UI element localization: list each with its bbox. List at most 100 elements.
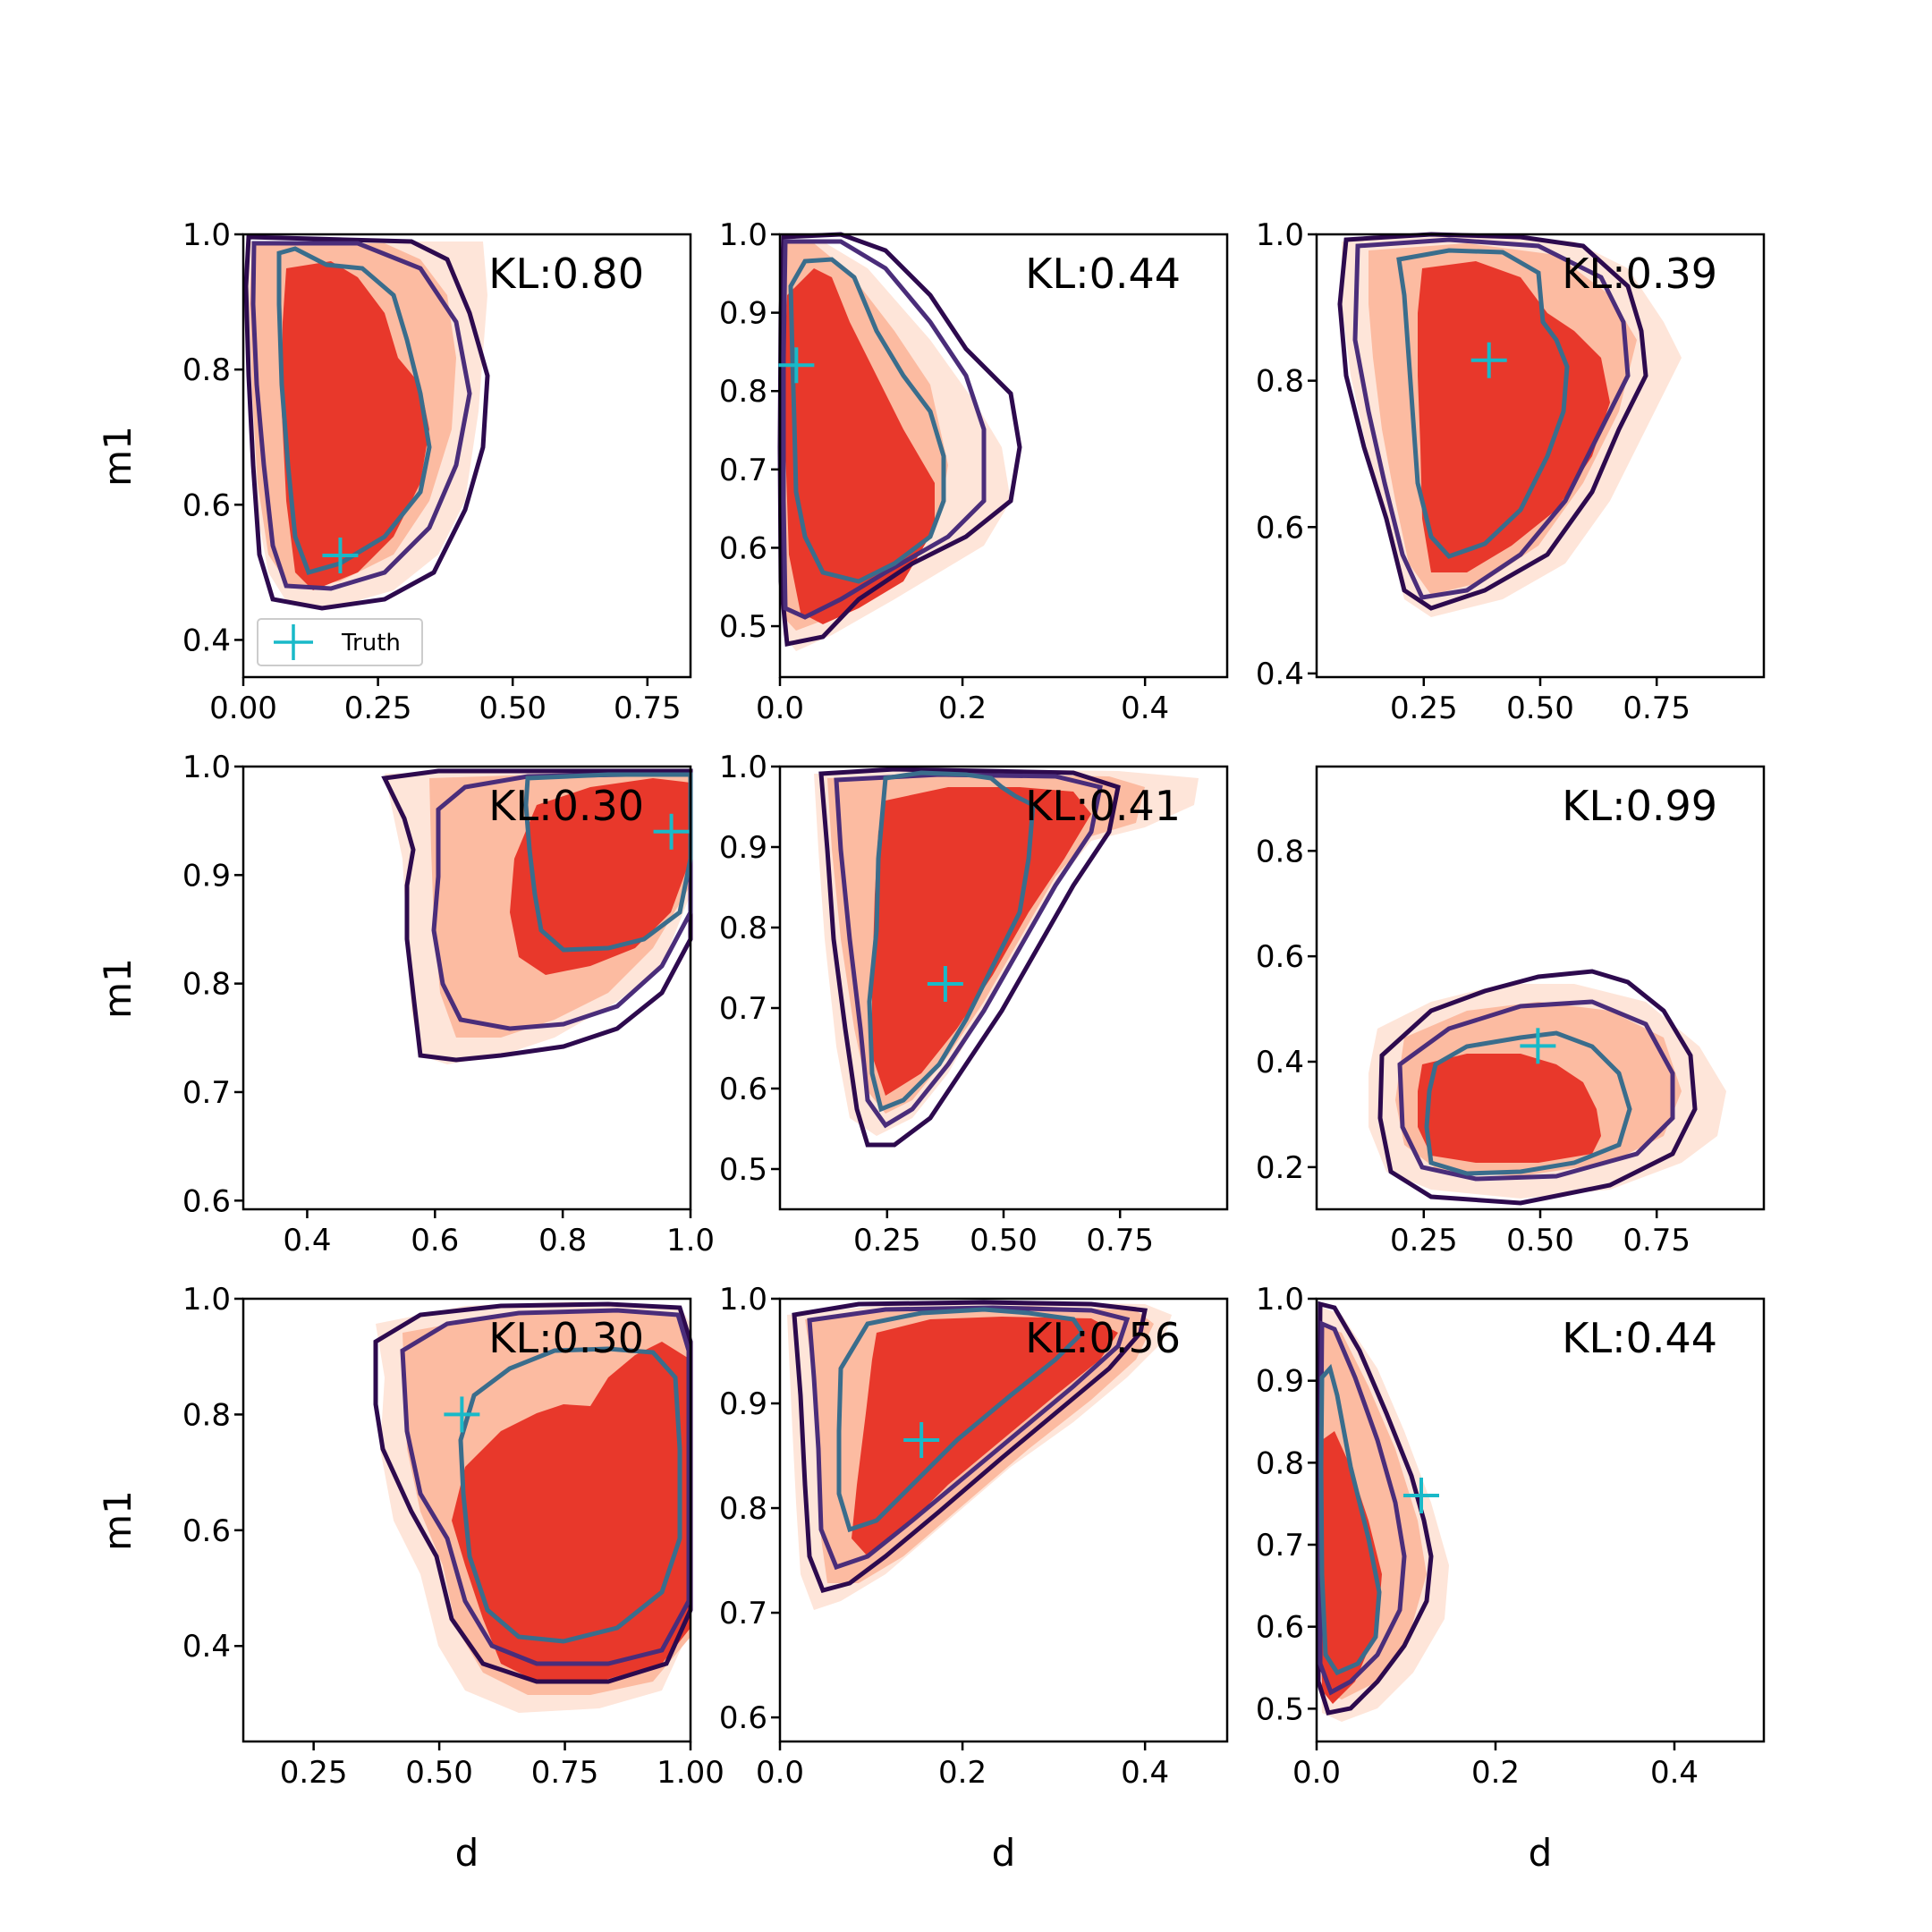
y-tick-label: 0.7 — [719, 453, 767, 488]
x-tick-label: 0.0 — [756, 691, 804, 726]
x-ticks: 0.25 0.50 0.75 — [853, 1209, 1154, 1258]
axes: 0.00 0.25 0.50 0.75 0.4 0.6 0.8 1.0 — [182, 217, 692, 726]
truth-marker — [903, 1421, 940, 1458]
x-tick-label: 1.0 — [666, 1223, 715, 1258]
panel-9: 0.0 0.2 0.4 0.5 0.6 0.7 0.8 0.9 1.0 KL:0.44 — [1256, 1282, 1766, 1791]
x-tick-label: 0.2 — [938, 691, 987, 726]
x-tick-label: 0.25 — [853, 1223, 921, 1258]
density-fill — [784, 240, 1011, 651]
truth-marker — [778, 347, 815, 384]
y-tick-label: 0.6 — [1256, 1610, 1304, 1646]
axes: 0.25 0.50 0.75 0.2 0.4 0.6 0.8 — [1256, 765, 1766, 1258]
y-tick-label: 0.9 — [719, 830, 767, 866]
x-tick-label: 0.25 — [280, 1755, 348, 1791]
y-tick-label: 0.8 — [719, 1491, 767, 1527]
x-tick-label: 0.75 — [531, 1755, 599, 1791]
contour-lines — [1337, 232, 1648, 611]
x-tick-label: 0.25 — [1390, 1223, 1458, 1258]
kl-label: KL:0.30 — [488, 1314, 644, 1362]
y-tick-label: 1.0 — [1256, 217, 1304, 253]
y-axis-label-row-2: m1 — [96, 958, 140, 1019]
density-fill — [814, 769, 1199, 1136]
panel-5: 0.25 0.50 0.75 0.5 0.6 0.7 0.8 0.9 1.0 KL:0.41 — [719, 750, 1229, 1258]
x-tick-label: 0.50 — [405, 1755, 473, 1791]
y-tick-label: 0.6 — [1256, 939, 1304, 975]
y-tick-label: 0.8 — [719, 374, 767, 410]
x-ticks: 0.0 0.2 0.4 — [1292, 1741, 1699, 1791]
kl-label: KL:0.41 — [1025, 782, 1181, 830]
x-tick-label: 0.0 — [756, 1755, 804, 1791]
axes: 0.0 0.2 0.4 0.5 0.6 0.7 0.8 0.9 1.0 — [1256, 1282, 1766, 1791]
y-ticks: 0.4 0.6 0.8 1.0 — [182, 1282, 243, 1665]
y-tick-label: 0.6 — [719, 1072, 767, 1107]
y-tick-label: 1.0 — [182, 217, 231, 253]
panel-8: 0.0 0.2 0.4 0.6 0.7 0.8 0.9 1.0 KL:0.56 — [719, 1282, 1229, 1791]
y-tick-label: 0.6 — [182, 1513, 231, 1549]
y-tick-label: 1.0 — [182, 1282, 231, 1318]
x-ticks: 0.25 0.50 0.75 1.00 — [280, 1741, 724, 1791]
x-ticks: 0.4 0.6 0.8 1.0 — [283, 1209, 715, 1258]
y-tick-label: 0.6 — [719, 530, 767, 566]
y-ticks: 0.5 0.6 0.7 0.8 0.9 1.0 — [719, 750, 780, 1188]
density-fill — [376, 1301, 691, 1713]
x-tick-label: 0.00 — [209, 691, 277, 726]
y-tick-label: 0.8 — [182, 1397, 231, 1433]
y-tick-label: 0.7 — [1256, 1528, 1304, 1563]
y-axis-label-row-3: m1 — [96, 1490, 140, 1551]
x-tick-label: 0.8 — [538, 1223, 587, 1258]
panel-2: 0.0 0.2 0.4 0.5 0.6 0.7 0.8 0.9 1.0 KL:0.44 — [719, 217, 1229, 726]
panel-7: 0.25 0.50 0.75 1.00 0.4 0.6 0.8 1.0 KL:0.30 — [182, 1282, 724, 1791]
panel-6: 0.25 0.50 0.75 0.2 0.4 0.6 0.8 KL:0.99 — [1256, 765, 1766, 1258]
x-tick-label: 0.4 — [283, 1223, 331, 1258]
x-tick-label: 0.50 — [970, 1223, 1038, 1258]
kl-label: KL:0.44 — [1025, 250, 1181, 298]
contour-lines — [373, 1301, 693, 1684]
axes: 0.0 0.2 0.4 0.5 0.6 0.7 0.8 0.9 1.0 — [719, 217, 1229, 726]
contour-lines — [1377, 969, 1698, 1206]
x-tick-label: 0.25 — [1390, 691, 1458, 726]
kl-label: KL:0.30 — [488, 782, 644, 830]
contour-lines — [1316, 1301, 1434, 1716]
x-ticks: 0.00 0.25 0.50 0.75 — [209, 677, 682, 726]
y-tick-label: 0.7 — [719, 991, 767, 1027]
y-tick-label: 1.0 — [719, 1282, 767, 1318]
x-tick-label: 0.75 — [614, 691, 682, 726]
x-ticks: 0.25 0.50 0.75 — [1390, 1209, 1690, 1258]
y-ticks: 0.2 0.4 0.6 0.8 — [1256, 834, 1317, 1186]
y-tick-label: 0.8 — [1256, 1445, 1304, 1481]
panel-1: 0.00 0.25 0.50 0.75 0.4 0.6 0.8 1.0 KL:0.80 Tr… — [182, 217, 692, 726]
y-tick-label: 0.6 — [1256, 510, 1304, 546]
y-tick-label: 0.5 — [719, 609, 767, 645]
y-tick-label: 0.8 — [182, 967, 231, 1003]
x-tick-label: 0.4 — [1650, 1755, 1699, 1791]
x-tick-label: 0.4 — [1121, 1755, 1169, 1791]
kl-label: KL:0.56 — [1025, 1314, 1181, 1362]
density-fill — [245, 242, 487, 608]
x-tick-label: 0.50 — [1506, 691, 1574, 726]
x-tick-label: 0.4 — [1121, 691, 1169, 726]
contour-lines — [243, 234, 490, 611]
x-tick-label: 1.00 — [657, 1755, 724, 1791]
x-axis-label-col-1: d — [455, 1831, 479, 1875]
y-tick-label: 0.9 — [719, 296, 767, 332]
density-fill — [1318, 1306, 1449, 1722]
x-tick-label: 0.25 — [344, 691, 412, 726]
y-tick-label: 0.5 — [1256, 1691, 1304, 1727]
legend-label: Truth — [341, 630, 401, 657]
truth-marker — [927, 966, 963, 1002]
x-tick-label: 0.2 — [1471, 1755, 1520, 1791]
panel-4: 0.4 0.6 0.8 1.0 0.6 0.7 0.8 0.9 1.0 KL:0.30 — [182, 750, 715, 1258]
y-tick-label: 1.0 — [719, 750, 767, 785]
x-tick-label: 0.50 — [1506, 1223, 1574, 1258]
truth-marker — [653, 813, 690, 850]
y-tick-label: 0.4 — [1256, 1045, 1304, 1080]
x-tick-label: 0.6 — [411, 1223, 459, 1258]
axes: 0.25 0.50 0.75 1.00 0.4 0.6 0.8 1.0 — [182, 1282, 724, 1791]
y-tick-label: 0.6 — [182, 1183, 231, 1219]
kl-label: KL:0.80 — [488, 250, 644, 298]
y-tick-label: 0.2 — [1256, 1150, 1304, 1186]
axes: 0.4 0.6 0.8 1.0 0.6 0.7 0.8 0.9 1.0 — [182, 750, 715, 1258]
y-tick-label: 0.8 — [1256, 834, 1304, 869]
truth-marker — [444, 1396, 480, 1433]
